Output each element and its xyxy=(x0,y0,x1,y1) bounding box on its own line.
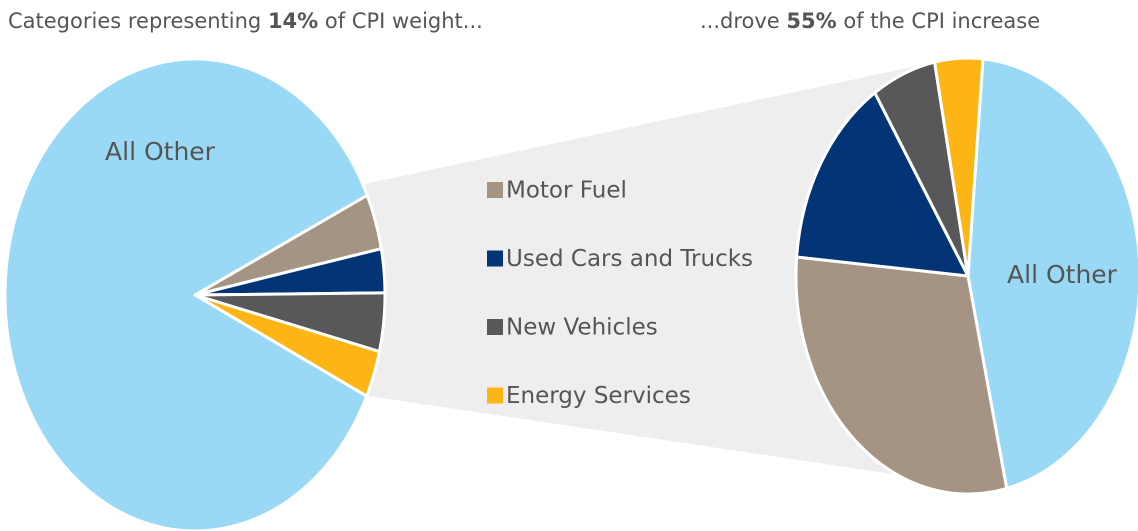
title-part: 55% xyxy=(786,9,836,33)
title-part: ...drove xyxy=(700,9,786,33)
pie-slice xyxy=(795,91,970,278)
legend-label: New Vehicles xyxy=(506,315,658,341)
legend-label: Energy Services xyxy=(506,383,691,409)
title-part: Categories representing xyxy=(8,9,268,33)
legend-label: Used Cars and Trucks xyxy=(506,246,753,272)
legend-swatch xyxy=(487,182,503,198)
legend-label: Motor Fuel xyxy=(506,178,627,204)
title-part: of CPI weight... xyxy=(318,9,483,33)
title-part: 14% xyxy=(268,9,318,33)
pie-slice xyxy=(966,57,1138,490)
pie-slice xyxy=(794,255,1009,496)
slice-label: All Other xyxy=(105,137,216,166)
slice-label: All Other xyxy=(1007,260,1118,289)
pie-slice xyxy=(3,57,369,531)
legend-swatch xyxy=(487,319,503,335)
right-title: ...drove 55% of the CPI increase xyxy=(700,9,1040,33)
title-part: of the CPI increase xyxy=(837,9,1040,33)
left-title: Categories representing 14% of CPI weigh… xyxy=(8,9,483,33)
pie-slice xyxy=(933,56,985,278)
legend-swatch xyxy=(487,250,503,267)
legend-swatch xyxy=(487,387,503,404)
